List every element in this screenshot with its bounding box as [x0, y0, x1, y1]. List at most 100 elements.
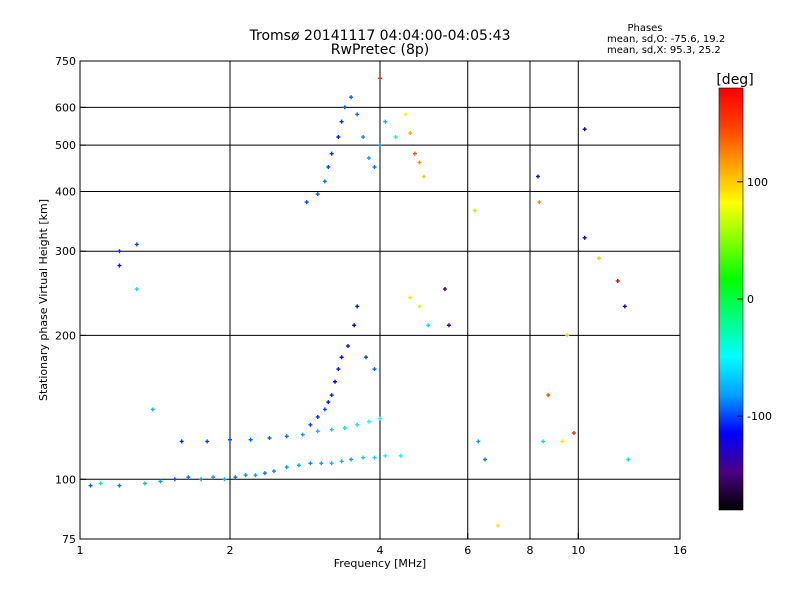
y-tick-label: 750 [55, 55, 76, 68]
data-point [329, 461, 334, 466]
data-point [622, 304, 627, 309]
axis-ticks: 1 2 4 6 8 10 16 75 100 200 300 400 500 600 750 [55, 55, 687, 557]
data-point [228, 437, 232, 442]
data-point [361, 455, 366, 460]
x-tick-label: 10 [571, 544, 585, 557]
data-point [233, 475, 238, 480]
data-point [342, 426, 347, 431]
data-point [243, 473, 248, 478]
data-point [366, 419, 371, 424]
data-point [172, 477, 177, 482]
data-point [98, 481, 103, 486]
data-point [383, 453, 388, 458]
data-points [88, 76, 631, 528]
data-point [134, 287, 139, 292]
data-point [271, 469, 276, 474]
data-point [355, 304, 360, 309]
data-point [582, 127, 587, 132]
data-point [372, 367, 377, 372]
y-tick-label: 100 [55, 473, 76, 486]
colorbar-ticks: -100 0 100 [737, 176, 772, 423]
data-point [211, 475, 216, 480]
data-point [483, 457, 488, 462]
data-point [326, 400, 331, 405]
x-tick-label: 4 [377, 544, 384, 557]
data-point [408, 131, 413, 136]
data-point [150, 407, 155, 412]
data-point [315, 414, 320, 419]
data-point [336, 367, 341, 372]
data-point [308, 422, 313, 427]
data-point [342, 105, 347, 110]
data-point [333, 379, 338, 384]
data-point [158, 479, 163, 484]
data-point [366, 156, 371, 161]
grid-lines [80, 61, 680, 539]
data-point [117, 483, 122, 488]
phases-line-x: mean, sd,X: 95.3, 25.2 [607, 45, 721, 56]
data-point [142, 481, 147, 486]
data-point [326, 165, 331, 170]
x-axis-label: Frequency [MHz] [334, 557, 426, 570]
data-point [361, 135, 366, 140]
data-point [186, 475, 191, 480]
data-point [262, 471, 267, 476]
data-point [383, 119, 388, 124]
data-point [339, 459, 344, 464]
data-point [300, 432, 305, 437]
data-point [355, 422, 360, 427]
data-point [355, 112, 360, 117]
data-point [378, 416, 382, 421]
y-tick-label: 75 [62, 533, 76, 546]
data-point [535, 174, 540, 179]
data-point [571, 430, 576, 435]
data-point [304, 200, 309, 205]
data-point [315, 429, 320, 434]
data-point [339, 355, 344, 360]
data-point [408, 295, 413, 300]
data-point [398, 453, 403, 458]
data-point [345, 344, 350, 349]
phases-line-o: mean, sd,O: -75.6, 19.2 [607, 34, 725, 45]
data-point [412, 151, 417, 156]
data-point [329, 151, 334, 156]
data-point [393, 135, 398, 140]
data-point [339, 119, 344, 124]
data-point [446, 323, 451, 328]
y-tick-label: 600 [55, 101, 76, 114]
data-point [546, 393, 551, 398]
x-tick-label: 6 [464, 544, 471, 557]
data-point [222, 477, 227, 482]
data-point [476, 439, 481, 444]
data-point [117, 263, 122, 268]
data-point [329, 427, 334, 432]
data-point [537, 200, 542, 205]
data-point [582, 235, 587, 240]
x-tick-label: 1 [77, 544, 84, 557]
colorbar-label: [deg] [716, 72, 753, 88]
colorbar-tick-label: 100 [747, 176, 768, 189]
phases-heading: Phases [627, 23, 662, 34]
data-point [205, 439, 210, 444]
data-point [284, 465, 289, 470]
y-tick-label: 500 [55, 139, 76, 152]
x-tick-label: 16 [673, 544, 687, 557]
data-point [442, 287, 447, 292]
data-point [199, 477, 204, 482]
colorbar-tick-label: -100 [747, 410, 772, 423]
data-point [296, 463, 301, 468]
data-point [426, 323, 431, 328]
y-tick-label: 400 [55, 185, 76, 198]
data-point [88, 483, 93, 488]
data-point [267, 435, 272, 440]
data-point [403, 112, 408, 117]
data-point [349, 457, 354, 462]
data-point [565, 333, 570, 338]
data-point [248, 437, 253, 442]
data-point [541, 439, 546, 444]
data-point [372, 165, 377, 170]
data-point [472, 208, 477, 213]
data-point [319, 461, 324, 466]
data-point [626, 457, 631, 462]
